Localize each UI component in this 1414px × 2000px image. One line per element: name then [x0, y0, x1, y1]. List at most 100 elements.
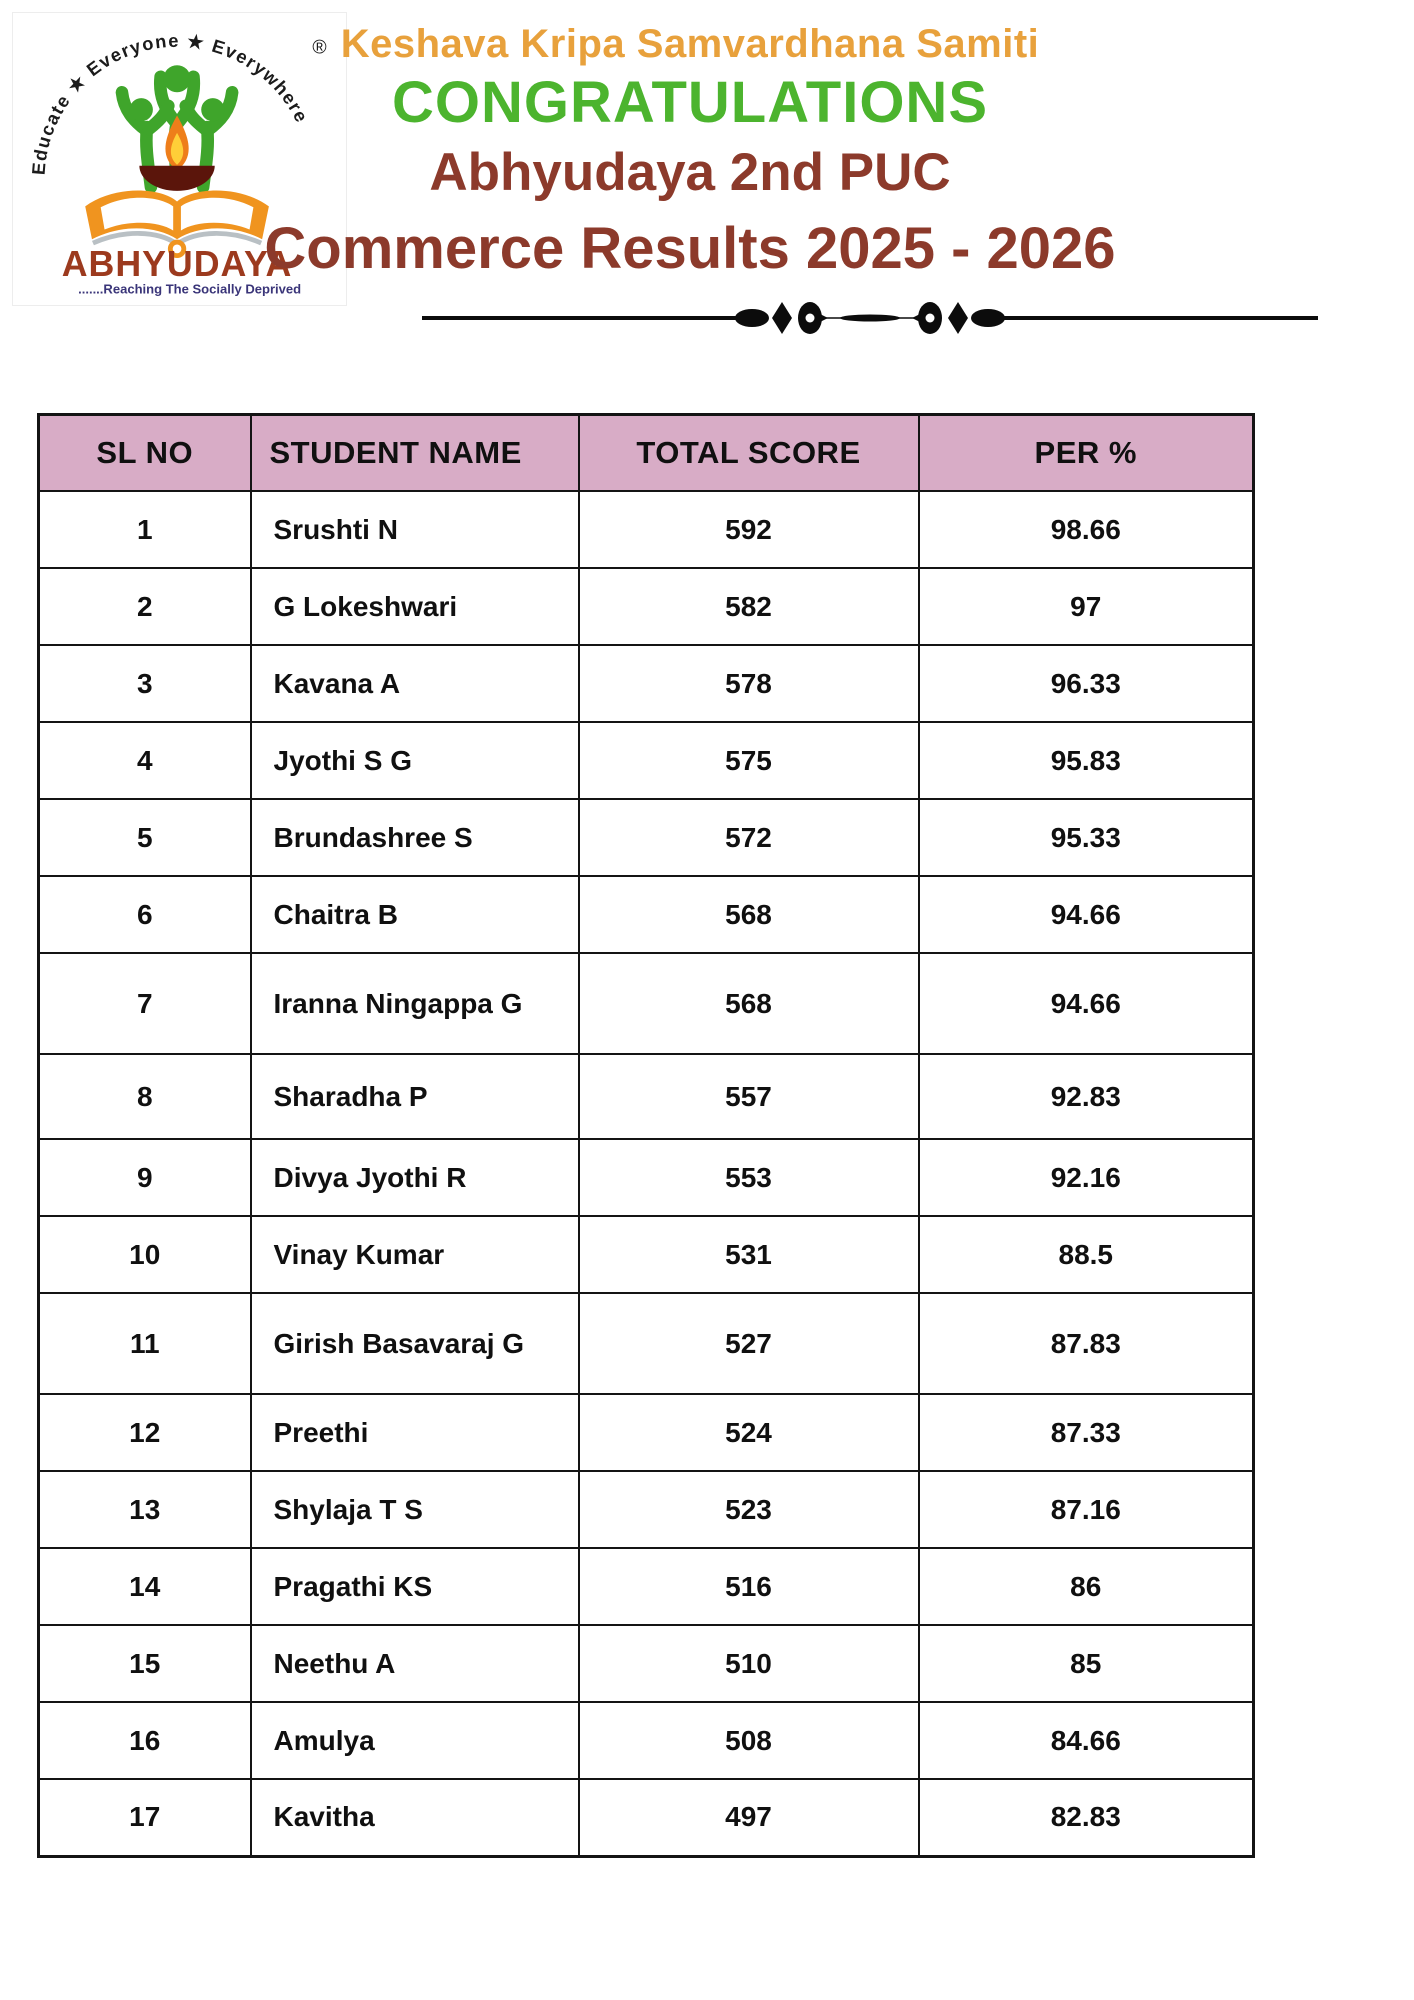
name-cell: Iranna Ningappa G	[249, 952, 580, 1055]
score-cell: 582	[577, 567, 920, 646]
score-cell: 524	[577, 1393, 920, 1472]
name-cell: Brundashree S	[249, 798, 580, 877]
people-figures-icon	[115, 65, 239, 194]
score-cell: 568	[577, 952, 920, 1055]
logo-wordmark: ABHYUDAYA	[62, 244, 293, 284]
score-cell: 510	[577, 1624, 920, 1703]
table-row: 14 Pragathi KS 516 86	[37, 1547, 1255, 1626]
name-cell: Divya Jyothi R	[249, 1138, 580, 1217]
table-row: 5 Brundashree S 572 95.33	[37, 798, 1255, 877]
percent-cell: 88.5	[917, 1215, 1255, 1294]
score-cell: 578	[577, 644, 920, 723]
name-cell: Sharadha P	[249, 1053, 580, 1140]
percent-cell: 96.33	[917, 644, 1255, 723]
table-row: 13 Shylaja T S 523 87.16	[37, 1470, 1255, 1549]
table-row: 17 Kavitha 497 82.83	[37, 1778, 1255, 1857]
name-cell: G Lokeshwari	[249, 567, 580, 646]
score-cell: 516	[577, 1547, 920, 1626]
name-cell: Kavana A	[249, 644, 580, 723]
flame-lamp-icon	[139, 115, 215, 191]
score-cell: 572	[577, 798, 920, 877]
score-cell: 592	[577, 490, 920, 569]
name-cell: Vinay Kumar	[249, 1215, 580, 1294]
sl-cell: 2	[37, 567, 252, 646]
name-cell: Kavitha	[249, 1778, 580, 1857]
percent-cell: 95.83	[917, 721, 1255, 800]
name-cell: Shylaja T S	[249, 1470, 580, 1549]
sl-cell: 4	[37, 721, 252, 800]
results-table-body: 1 Srushti N 592 98.66 2 G Lokeshwari 582 97 3 Kav…	[37, 490, 1255, 1857]
percent-cell: 92.83	[917, 1053, 1255, 1140]
congratulations-title: CONGRATULATIONS	[391, 70, 989, 135]
sl-cell: 13	[37, 1470, 252, 1549]
score-cell: 553	[577, 1138, 920, 1217]
results-table: SL NO STUDENT NAME TOTAL SCORE PER % 1 Sr…	[37, 413, 1255, 1858]
results-table-head: SL NO STUDENT NAME TOTAL SCORE PER %	[37, 413, 1255, 492]
score-cell: 497	[577, 1778, 920, 1857]
sl-cell: 9	[37, 1138, 252, 1217]
score-cell: 568	[577, 875, 920, 954]
percent-cell: 87.16	[917, 1470, 1255, 1549]
percent-cell: 87.33	[917, 1393, 1255, 1472]
abhyudaya-logo-icon: Educate ★ Everyone ★ Everywhere ®	[28, 30, 327, 297]
sl-cell: 12	[37, 1393, 252, 1472]
table-row: 9 Divya Jyothi R 553 92.16	[37, 1138, 1255, 1217]
table-row: 1 Srushti N 592 98.66	[37, 490, 1255, 569]
sl-cell: 6	[37, 875, 252, 954]
name-cell: Srushti N	[249, 490, 580, 569]
results-title-line2: Commerce Results 2025 - 2026	[264, 216, 1116, 281]
col-header-per-percent: PER %	[917, 413, 1255, 492]
logo-tagline: .......Reaching The Socially Deprived	[78, 281, 301, 296]
percent-cell: 98.66	[917, 490, 1255, 569]
results-title-line1: Abhyudaya 2nd PUC	[429, 143, 951, 202]
table-row: 4 Jyothi S G 575 95.83	[37, 721, 1255, 800]
sl-cell: 8	[37, 1053, 252, 1140]
table-row: 15 Neethu A 510 85	[37, 1624, 1255, 1703]
table-row: 11 Girish Basavaraj G 527 87.83	[37, 1292, 1255, 1395]
sl-cell: 1	[37, 490, 252, 569]
registered-trademark-icon: ®	[312, 38, 326, 59]
score-cell: 531	[577, 1215, 920, 1294]
percent-cell: 84.66	[917, 1701, 1255, 1780]
percent-cell: 94.66	[917, 952, 1255, 1055]
sl-cell: 3	[37, 644, 252, 723]
score-cell: 575	[577, 721, 920, 800]
sl-cell: 16	[37, 1701, 252, 1780]
name-cell: Chaitra B	[249, 875, 580, 954]
name-cell: Neethu A	[249, 1624, 580, 1703]
sl-cell: 15	[37, 1624, 252, 1703]
sl-cell: 10	[37, 1215, 252, 1294]
percent-cell: 82.83	[917, 1778, 1255, 1857]
organization-name: Keshava Kripa Samvardhana Samiti	[340, 22, 1040, 66]
name-cell: Pragathi KS	[249, 1547, 580, 1626]
open-book-icon	[85, 190, 269, 259]
percent-cell: 95.33	[917, 798, 1255, 877]
table-row: 12 Preethi 524 87.33	[37, 1393, 1255, 1472]
table-row: 3 Kavana A 578 96.33	[37, 644, 1255, 723]
abhyudaya-logo: Educate ★ Everyone ★ Everywhere ®	[12, 12, 347, 306]
table-row: 6 Chaitra B 568 94.66	[37, 875, 1255, 954]
sl-cell: 5	[37, 798, 252, 877]
percent-cell: 87.83	[917, 1292, 1255, 1395]
ornamental-divider-icon	[422, 302, 1318, 334]
table-row: 7 Iranna Ningappa G 568 94.66	[37, 952, 1255, 1055]
sl-cell: 14	[37, 1547, 252, 1626]
percent-cell: 97	[917, 567, 1255, 646]
score-cell: 508	[577, 1701, 920, 1780]
percent-cell: 94.66	[917, 875, 1255, 954]
sl-cell: 7	[37, 952, 252, 1055]
table-row: 10 Vinay Kumar 531 88.5	[37, 1215, 1255, 1294]
col-header-total-score: TOTAL SCORE	[577, 413, 920, 492]
table-header-row: SL NO STUDENT NAME TOTAL SCORE PER %	[37, 413, 1255, 492]
table-row: 8 Sharadha P 557 92.83	[37, 1053, 1255, 1140]
header: Keshava Kripa Samvardhana Samiti CONGRAT…	[110, 22, 1270, 282]
score-cell: 523	[577, 1470, 920, 1549]
score-cell: 557	[577, 1053, 920, 1140]
sl-cell: 11	[37, 1292, 252, 1395]
score-cell: 527	[577, 1292, 920, 1395]
name-cell: Jyothi S G	[249, 721, 580, 800]
percent-cell: 92.16	[917, 1138, 1255, 1217]
name-cell: Girish Basavaraj G	[249, 1292, 580, 1395]
